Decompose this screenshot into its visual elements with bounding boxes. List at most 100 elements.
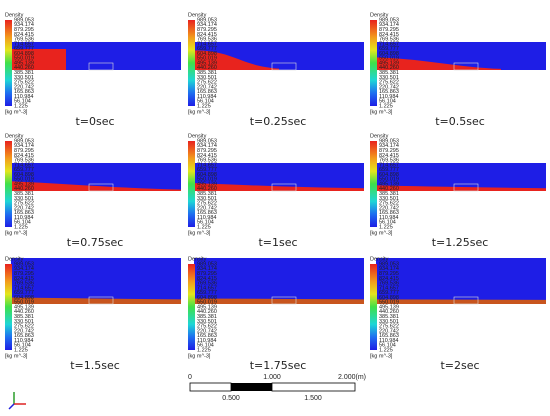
legend-label: 714.657 <box>379 41 399 47</box>
panel: Density989.053934.174879.295824.415769.5… <box>5 133 181 249</box>
legend-label: 879.295 <box>14 271 34 277</box>
legend-label: 275.622 <box>379 80 399 86</box>
probe-box <box>88 183 114 192</box>
legend-label: 714.657 <box>379 162 399 168</box>
legend-label: 934.174 <box>14 143 34 149</box>
legend-label: 440.260 <box>14 309 34 315</box>
legend-label: 385.381 <box>197 314 217 320</box>
water <box>194 298 364 304</box>
legend-label: 165.863 <box>14 89 34 95</box>
legend-label: 220.742 <box>379 84 399 90</box>
legend-label: 275.622 <box>379 201 399 207</box>
colorbar <box>370 264 377 350</box>
scale-label: 0 <box>188 374 192 381</box>
legend-label: 330.501 <box>14 319 34 325</box>
probe-box <box>271 62 297 71</box>
legend-label: 56.104 <box>379 343 396 349</box>
probe-box <box>88 62 114 71</box>
legend-label: 769.536 <box>14 281 34 287</box>
legend-label: 550.019 <box>14 56 34 62</box>
legend-units: [kg m^-3] <box>188 230 211 236</box>
legend-label: 1.225 <box>379 347 393 353</box>
legend-label: 714.657 <box>197 162 217 168</box>
time-label: t=0sec <box>75 115 114 128</box>
legend-label: 934.174 <box>379 266 399 272</box>
legend-label: 604.898 <box>379 51 399 57</box>
legend-label: 495.139 <box>197 304 217 310</box>
legend-title: Density <box>370 12 389 18</box>
legend-label: 165.863 <box>197 333 217 339</box>
time-label: t=1sec <box>258 236 297 249</box>
legend-label: 440.260 <box>14 186 34 192</box>
legend-label: 1.225 <box>14 224 28 230</box>
legend-label: 440.260 <box>379 309 399 315</box>
probe-box <box>271 296 297 305</box>
legend-label: 495.139 <box>14 60 34 66</box>
legend-label: 714.657 <box>14 285 34 291</box>
legend-label: 714.657 <box>14 41 34 47</box>
scale-label: 2.000(m) <box>338 374 366 381</box>
legend-label: 550.019 <box>197 177 217 183</box>
legend-units: [kg m^-3] <box>370 353 393 359</box>
legend-label: 1.225 <box>379 224 393 230</box>
legend-label: 989.053 <box>14 17 34 23</box>
legend-label: 989.053 <box>197 138 217 144</box>
legend-label: 440.260 <box>14 65 34 71</box>
legend-label: 769.536 <box>197 158 217 164</box>
colorbar <box>188 141 195 227</box>
legend-label: 220.742 <box>14 205 34 211</box>
legend-label: 165.863 <box>197 89 217 95</box>
legend-label: 330.501 <box>14 75 34 81</box>
legend-label: 220.742 <box>379 328 399 334</box>
legend-label: 110.984 <box>197 338 216 344</box>
legend-label: 604.898 <box>197 172 217 178</box>
legend-label: 275.622 <box>197 324 217 330</box>
legend-label: 495.139 <box>379 60 399 66</box>
legend-label: 989.053 <box>379 261 399 267</box>
legend-label: 56.104 <box>379 220 396 226</box>
legend-label: 769.536 <box>379 158 399 164</box>
legend-label: 714.657 <box>197 285 217 291</box>
legend-label: 56.104 <box>14 343 31 349</box>
legend-label: 659.777 <box>379 46 399 52</box>
time-label: t=1.5sec <box>70 359 120 372</box>
legend-label: 385.381 <box>14 191 34 197</box>
legend-label: 879.295 <box>197 148 217 154</box>
legend-label: 56.104 <box>197 99 214 105</box>
legend-label: 934.174 <box>197 266 217 272</box>
legend-label: 879.295 <box>14 27 34 33</box>
probe-box <box>88 296 114 305</box>
axes-triad <box>8 392 26 410</box>
legend-units: [kg m^-3] <box>5 230 28 236</box>
legend-label: 330.501 <box>197 196 217 202</box>
legend-label: 550.019 <box>379 300 399 306</box>
legend-label: 769.536 <box>197 281 217 287</box>
legend-label: 550.019 <box>197 300 217 306</box>
legend-title: Density <box>5 133 24 139</box>
legend-title: Density <box>188 256 207 262</box>
water <box>194 50 279 70</box>
water <box>376 299 546 304</box>
legend-label: 275.622 <box>14 80 34 86</box>
legend-title: Density <box>188 133 207 139</box>
water <box>376 57 501 70</box>
legend-label: 769.536 <box>14 158 34 164</box>
panel: Density989.053934.174879.295824.415769.5… <box>188 256 364 372</box>
colorbar <box>370 141 377 227</box>
colorbar <box>188 20 195 106</box>
legend-label: 440.260 <box>197 65 217 71</box>
tank <box>376 163 546 192</box>
legend-label: 659.777 <box>197 290 217 296</box>
water <box>11 297 181 304</box>
legend-label: 330.501 <box>14 196 34 202</box>
air <box>194 258 364 304</box>
legend-label: 385.381 <box>14 314 34 320</box>
tank <box>11 258 181 305</box>
tank <box>11 163 181 192</box>
legend-units: [kg m^-3] <box>370 230 393 236</box>
legend-label: 165.863 <box>14 210 34 216</box>
legend-label: 275.622 <box>197 80 217 86</box>
legend-label: 824.415 <box>197 276 217 282</box>
legend-units: [kg m^-3] <box>188 109 211 115</box>
